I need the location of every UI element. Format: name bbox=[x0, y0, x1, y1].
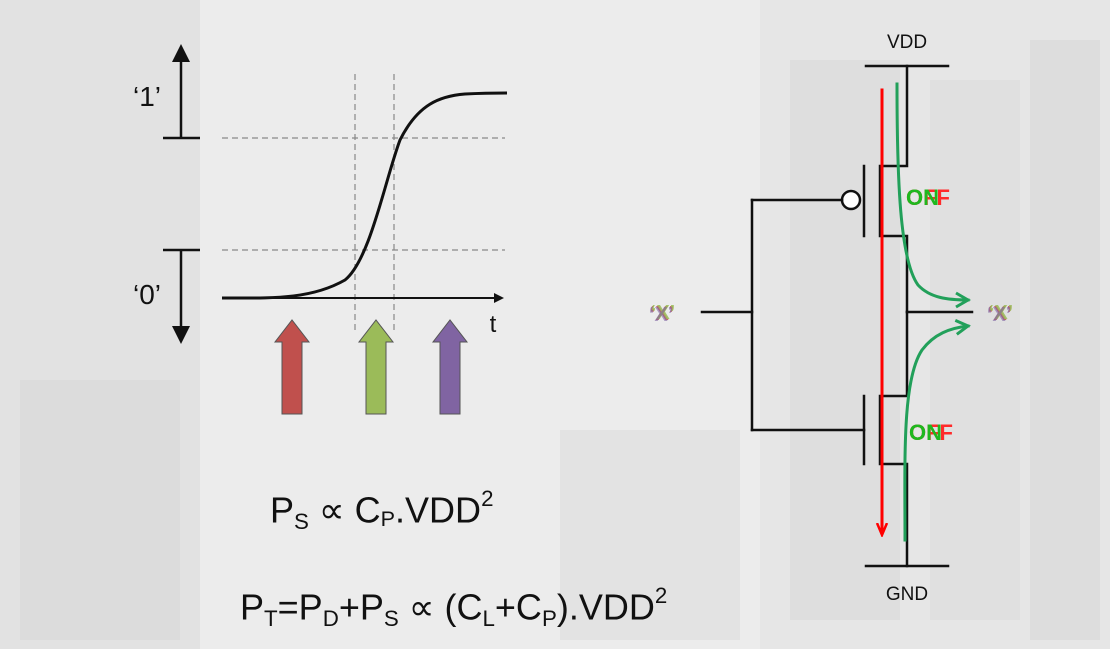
eq-symbol: .VDD bbox=[395, 489, 482, 531]
input-label: ‘X’ ‘X’ ‘X’ bbox=[649, 302, 675, 326]
nmos-state-label: ON bbox=[909, 420, 942, 445]
nmos-transistor bbox=[750, 310, 909, 568]
time-marker-arrow-before-transition bbox=[273, 319, 311, 415]
gnd-label: GND bbox=[886, 584, 928, 605]
eq-subscript: D bbox=[322, 605, 339, 631]
low-level-label: ‘0’ bbox=[133, 279, 161, 310]
eq-symbol: +P bbox=[338, 586, 384, 628]
pmos-state-off-overlay: OFF bbox=[906, 185, 950, 210]
high-level-label: ‘1’ bbox=[133, 81, 161, 112]
eq-symbol: ∝ (C bbox=[398, 586, 483, 628]
short-circuit-power-equation: PS ∝ CP.VDD2 bbox=[270, 486, 493, 535]
eq-subscript: S bbox=[294, 508, 309, 534]
eq-symbol: ).VDD bbox=[556, 586, 655, 628]
discharge-current-arrow bbox=[903, 318, 971, 542]
eq-symbol: +C bbox=[494, 586, 542, 628]
cmos-inverter: VDD GND OFF ON OFF ON ‘X’ bbox=[649, 32, 1013, 605]
total-power-equation: PT=PD+PS ∝ (CL+CP).VDD2 bbox=[240, 583, 667, 632]
eq-symbol: ∝ bbox=[308, 489, 355, 531]
high-level-arrowhead bbox=[172, 44, 190, 62]
svg-text:‘X’: ‘X’ bbox=[988, 303, 1012, 325]
charge-current-arrow bbox=[895, 82, 971, 309]
eq-superscript: 2 bbox=[481, 486, 494, 511]
pmos-transistor bbox=[750, 64, 909, 314]
time-axis-label: t bbox=[490, 311, 497, 338]
eq-symbol: P bbox=[270, 489, 295, 531]
vdd-label: VDD bbox=[887, 32, 927, 53]
signal-curve bbox=[221, 91, 508, 300]
output-label: ‘X’ ‘X’ ‘X’ bbox=[987, 302, 1013, 326]
waveform-plot: ‘1’ ‘0’ t bbox=[133, 44, 508, 415]
eq-subscript: S bbox=[383, 605, 399, 631]
low-level-arrowhead bbox=[172, 326, 190, 344]
eq-subscript: T bbox=[264, 605, 278, 631]
guide-lines bbox=[222, 74, 505, 330]
eq-subscript: P bbox=[541, 605, 557, 631]
time-marker-arrow-after-transition bbox=[431, 319, 469, 415]
pmos-state-label: ON bbox=[906, 185, 939, 210]
svg-text:‘X’: ‘X’ bbox=[649, 304, 673, 326]
eq-symbol: C bbox=[354, 489, 381, 531]
eq-subscript: L bbox=[482, 605, 495, 631]
eq-symbol: =P bbox=[277, 586, 323, 628]
eq-superscript: 2 bbox=[654, 583, 668, 608]
svg-text:‘X’: ‘X’ bbox=[651, 302, 675, 324]
time-marker-arrow-mid-transition bbox=[357, 319, 395, 415]
svg-text:‘X’: ‘X’ bbox=[987, 304, 1011, 326]
eq-symbol: P bbox=[240, 586, 265, 628]
nmos-state-off-overlay: OFF bbox=[909, 420, 953, 445]
svg-text:‘X’: ‘X’ bbox=[989, 302, 1013, 324]
eq-subscript: P bbox=[380, 505, 396, 531]
svg-text:‘X’: ‘X’ bbox=[650, 303, 674, 325]
